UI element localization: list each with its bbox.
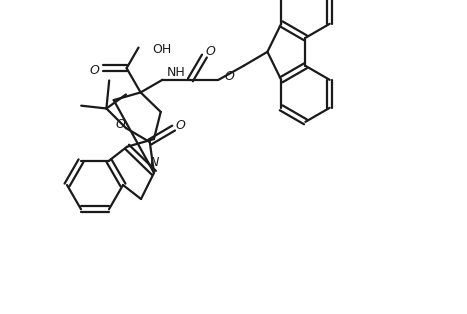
Text: O: O: [176, 119, 185, 132]
Text: O: O: [90, 64, 100, 77]
Text: O: O: [115, 117, 125, 131]
Text: NH: NH: [166, 66, 185, 79]
Text: OH: OH: [153, 43, 172, 56]
Text: N: N: [149, 156, 159, 169]
Text: O: O: [225, 70, 234, 83]
Text: O: O: [205, 45, 215, 57]
